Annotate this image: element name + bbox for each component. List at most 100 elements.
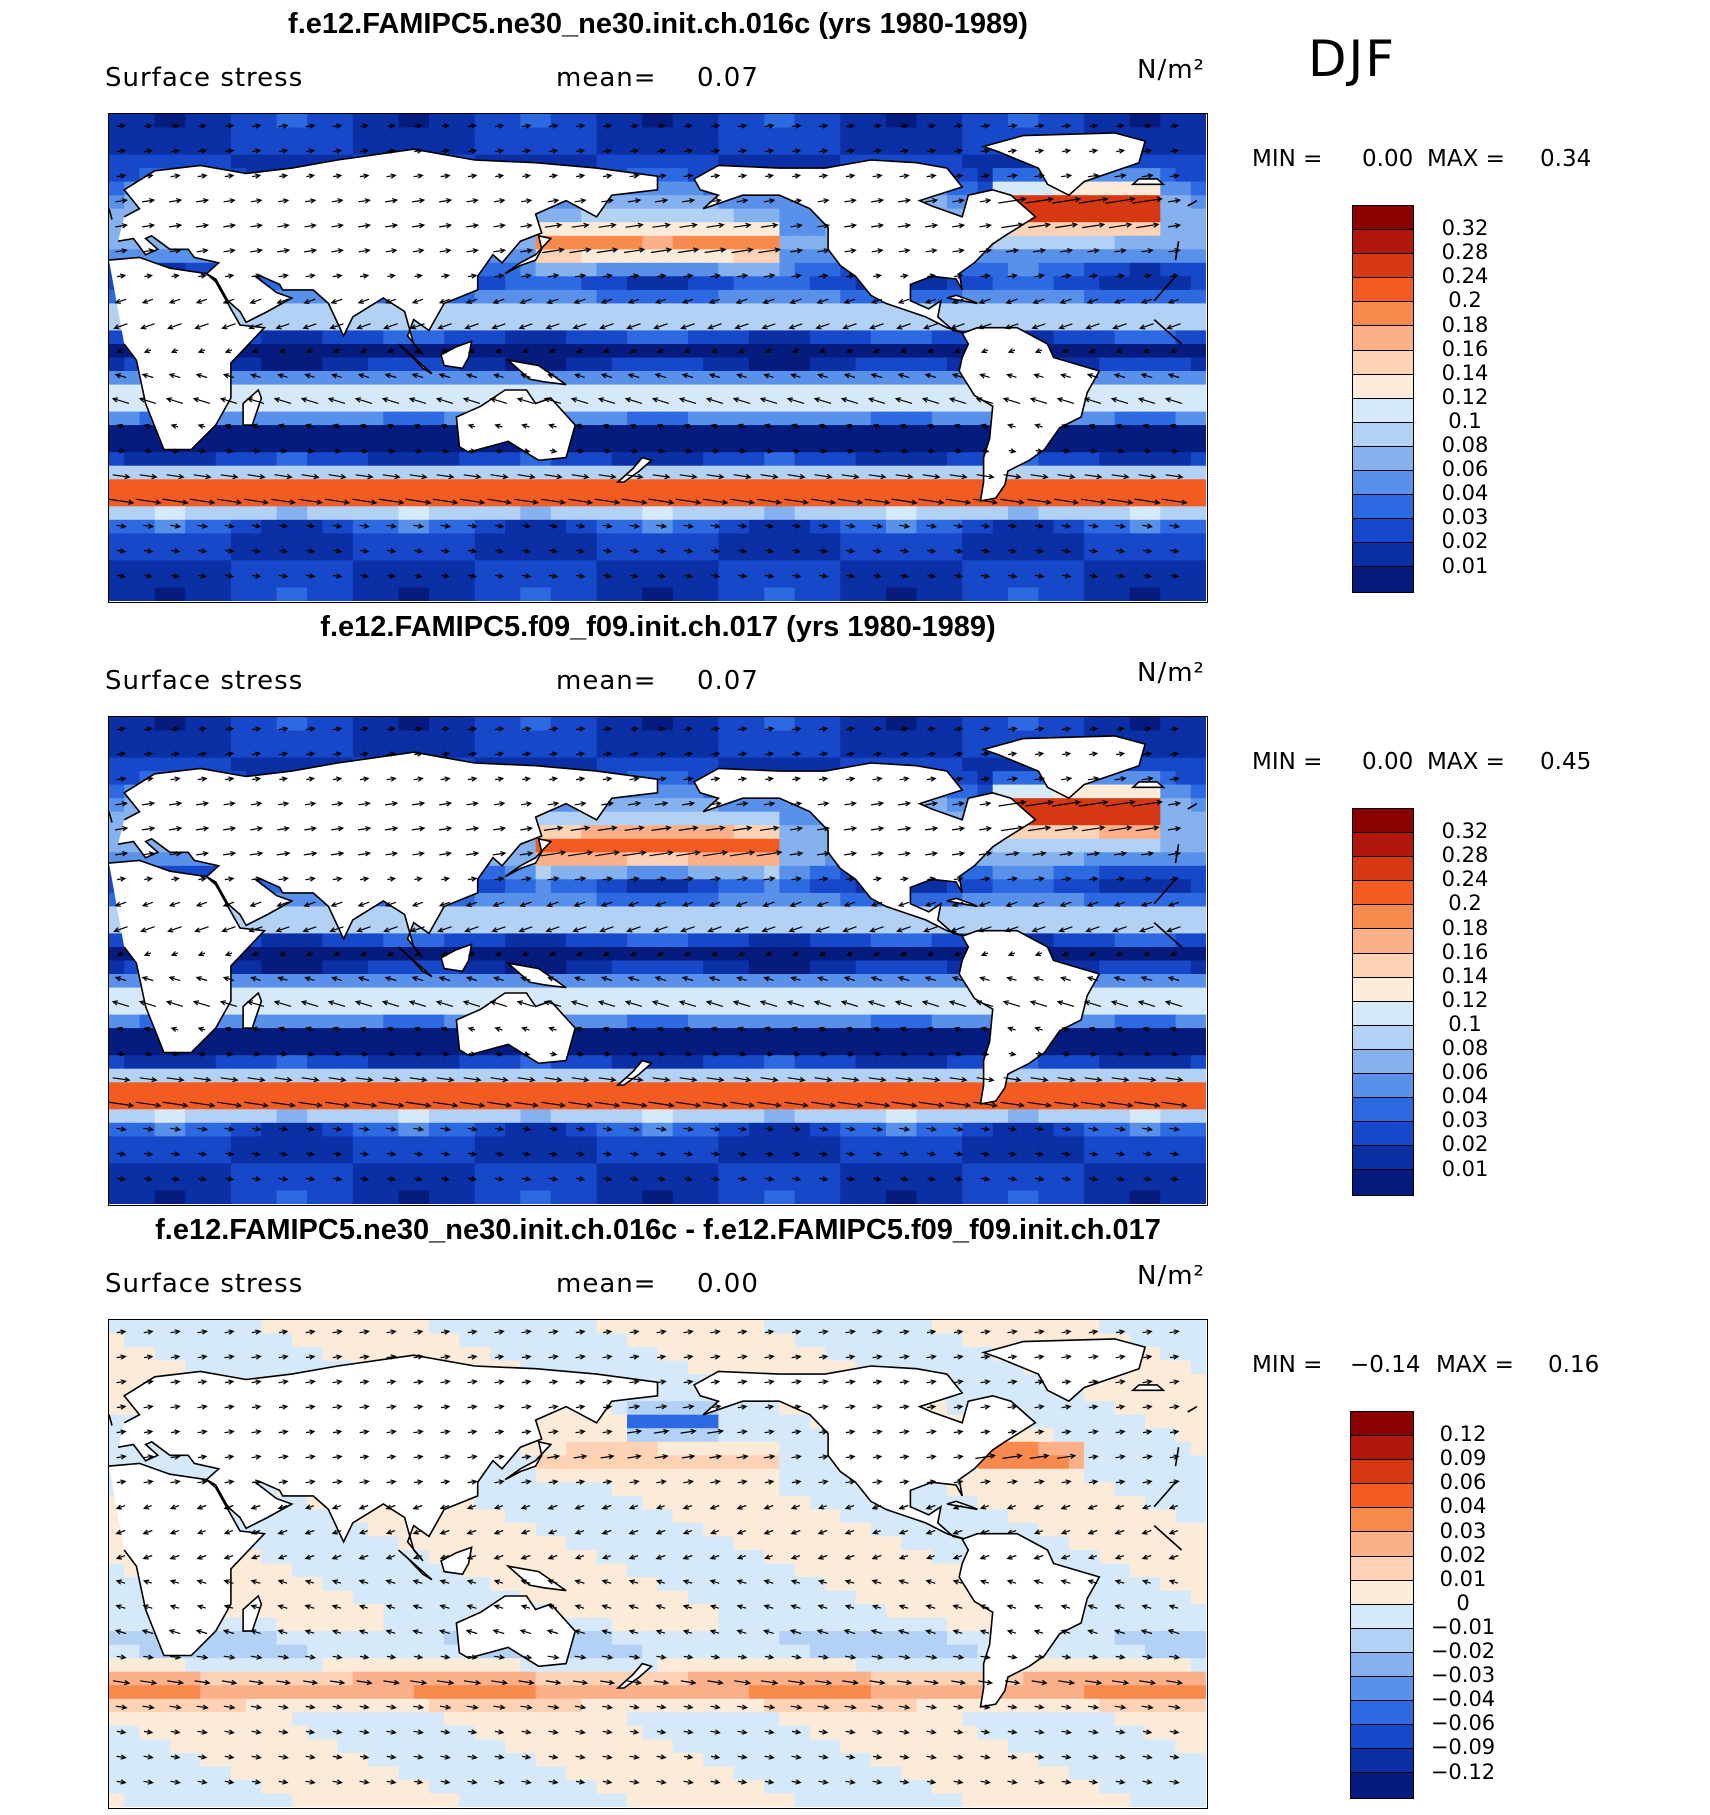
colorbar-swatch xyxy=(1353,809,1413,834)
variable-label: Surface stress xyxy=(105,63,304,93)
colorbar-tick-label: 0.03 xyxy=(1441,505,1489,530)
stress-vectors xyxy=(109,726,1188,1182)
land-masses xyxy=(109,1338,1198,1708)
colorbar-tick-label: 0.14 xyxy=(1441,360,1489,385)
colorbar-tick-label: 0.03 xyxy=(1441,1108,1489,1133)
colorbar-tick-label: 0 xyxy=(1456,1590,1470,1615)
colorbar-swatch xyxy=(1351,1773,1413,1798)
colorbar-tick-label: 0.32 xyxy=(1441,819,1489,844)
colorbar-tick-label: 0.28 xyxy=(1441,240,1489,265)
units-label: N/m² xyxy=(1137,1261,1205,1291)
colorbar-tick-label: 0.12 xyxy=(1441,987,1489,1012)
colorbar-tick-label: −0.09 xyxy=(1430,1735,1496,1760)
colorbar-swatch xyxy=(1353,350,1413,375)
colorbar-swatch xyxy=(1353,278,1413,303)
panel-title: f.e12.FAMIPC5.ne30_ne30.init.ch.016c - f… xyxy=(155,1214,1161,1246)
max-label: MAX = xyxy=(1436,1352,1514,1378)
colorbar-tick-label: 0.2 xyxy=(1448,891,1482,916)
mean-value: 0.07 xyxy=(697,666,759,696)
colorbar-swatch xyxy=(1353,1049,1413,1075)
colorbar-swatch xyxy=(1353,1025,1413,1050)
colorbar-swatch xyxy=(1351,1604,1413,1629)
colorbar-swatch xyxy=(1353,1122,1413,1147)
colorbar-swatch xyxy=(1353,929,1413,954)
colorbar-tick-label: 0.24 xyxy=(1441,867,1489,892)
colorbar-swatch xyxy=(1353,1146,1413,1171)
colorbar-swatch xyxy=(1353,254,1413,279)
colorbar-tick-label: 0.16 xyxy=(1441,939,1489,964)
min-value: −0.14 xyxy=(1350,1352,1421,1378)
colorbar-swatch xyxy=(1353,519,1413,544)
colorbar-tick-label: 0.02 xyxy=(1441,1132,1489,1157)
colorbar-swatch xyxy=(1351,1460,1413,1485)
colorbar-swatch xyxy=(1353,326,1413,351)
stress-map xyxy=(108,113,1208,603)
colorbar-tick-label: −0.06 xyxy=(1430,1711,1496,1736)
colorbar-swatch xyxy=(1351,1556,1413,1581)
colorbar-tick-label: 0.1 xyxy=(1448,408,1482,433)
colorbar-swatch xyxy=(1351,1580,1413,1605)
colorbar-tick-label: 0.14 xyxy=(1441,963,1489,988)
colorbar-tick-label: 0.01 xyxy=(1441,1156,1489,1181)
colorbar-swatch xyxy=(1351,1508,1413,1533)
colorbar-tick-label: 0.1 xyxy=(1448,1011,1482,1036)
colorbar-tick-label: 0.02 xyxy=(1439,1542,1487,1567)
colorbar-swatch xyxy=(1351,1652,1413,1678)
colorbar-tick-label: 0.01 xyxy=(1439,1566,1487,1591)
stress-map xyxy=(108,1319,1208,1809)
colorbar-tick-label: 0.18 xyxy=(1441,312,1489,337)
variable-label: Surface stress xyxy=(105,1269,304,1299)
colorbar-tick-label: 0.01 xyxy=(1441,553,1489,578)
colorbar-swatch xyxy=(1353,374,1413,399)
colorbar-tick-label: 0.08 xyxy=(1441,433,1489,457)
colorbar-tick-label: −0.02 xyxy=(1430,1639,1496,1663)
mean-label: mean= xyxy=(556,666,657,696)
colorbar xyxy=(1352,205,1414,593)
panel-title: f.e12.FAMIPC5.ne30_ne30.init.ch.016c (yr… xyxy=(288,8,1028,40)
colorbar-swatch xyxy=(1353,495,1413,520)
colorbar-tick-label: 0.04 xyxy=(1439,1494,1487,1519)
min-label: MIN = xyxy=(1252,146,1323,172)
colorbar-swatch xyxy=(1353,446,1413,472)
shaded-field xyxy=(109,114,1206,601)
colorbar-tick-label: 0.12 xyxy=(1439,1422,1487,1447)
colorbar-swatch xyxy=(1351,1749,1413,1774)
colorbar-swatch xyxy=(1351,1701,1413,1726)
colorbar-swatch xyxy=(1353,471,1413,496)
colorbar-swatch xyxy=(1353,1001,1413,1026)
colorbar-tick-label: 0.03 xyxy=(1439,1518,1487,1543)
colorbar-swatch xyxy=(1353,1170,1413,1195)
min-value: 0.00 xyxy=(1362,146,1414,172)
colorbar-swatch xyxy=(1353,905,1413,930)
mean-value: 0.00 xyxy=(697,1269,759,1299)
stress-map xyxy=(108,716,1208,1206)
map-canvas xyxy=(109,717,1206,1204)
season-label: DJF xyxy=(1308,30,1397,88)
colorbar-swatch xyxy=(1353,567,1413,592)
colorbar-swatch xyxy=(1353,881,1413,906)
map-canvas xyxy=(109,114,1206,601)
colorbar-tick-label: 0.04 xyxy=(1441,1084,1489,1109)
max-value: 0.34 xyxy=(1540,146,1592,172)
colorbar-swatch xyxy=(1351,1628,1413,1653)
colorbar-swatch xyxy=(1353,543,1413,568)
min-label: MIN = xyxy=(1252,1352,1323,1378)
colorbar-tick-label: 0.06 xyxy=(1439,1470,1487,1495)
colorbar xyxy=(1352,808,1414,1196)
stress-vectors xyxy=(112,1329,1184,1785)
colorbar xyxy=(1350,1411,1414,1799)
units-label: N/m² xyxy=(1137,658,1205,688)
max-label: MAX = xyxy=(1427,749,1505,775)
colorbar-swatch xyxy=(1353,398,1413,423)
min-label: MIN = xyxy=(1252,749,1323,775)
colorbar-swatch xyxy=(1351,1412,1413,1437)
stress-vectors xyxy=(109,123,1188,579)
units-label: N/m² xyxy=(1137,55,1205,85)
colorbar-swatch xyxy=(1353,422,1413,447)
max-value: 0.45 xyxy=(1540,749,1592,775)
colorbar-swatch xyxy=(1351,1436,1413,1461)
colorbar-tick-label: 0.08 xyxy=(1441,1036,1489,1060)
colorbar-tick-label: 0.18 xyxy=(1441,915,1489,940)
colorbar-swatch xyxy=(1353,953,1413,978)
mean-label: mean= xyxy=(556,63,657,93)
